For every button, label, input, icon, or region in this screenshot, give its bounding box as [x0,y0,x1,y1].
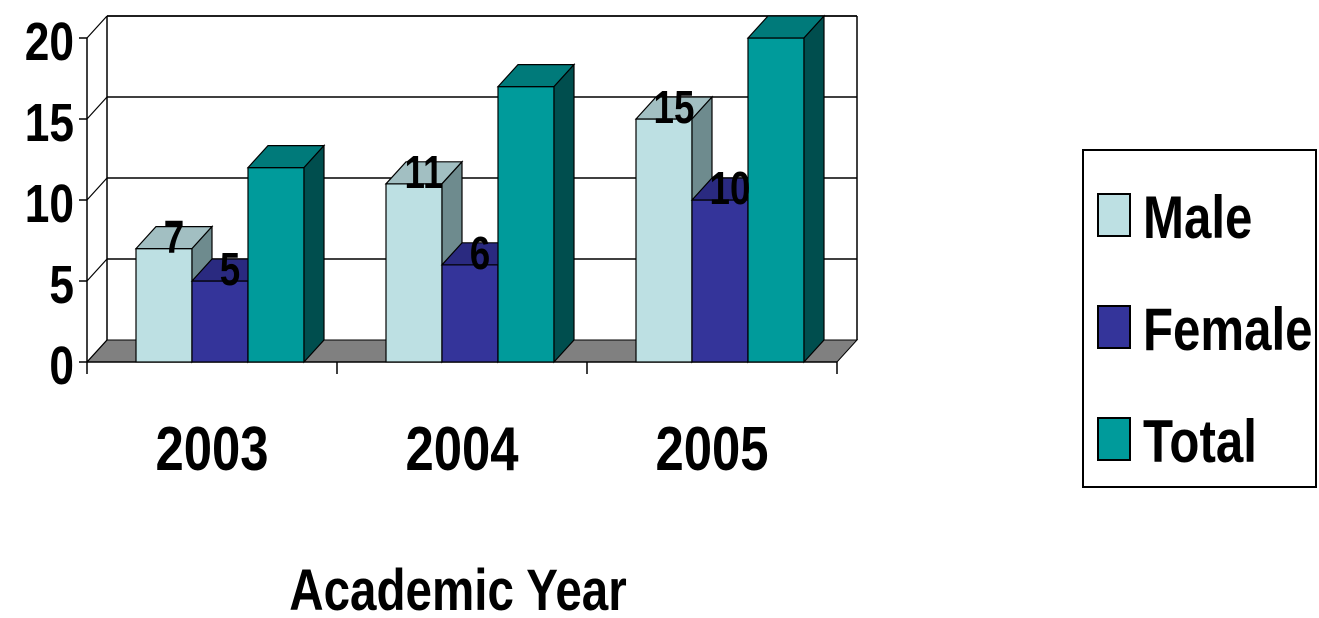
y-tick-label: 0 [49,336,74,396]
data-label: 7 [164,211,184,263]
legend-swatch [1097,305,1131,349]
bar-front [635,118,693,363]
bars [134,14,826,364]
legend-label: Male [1143,183,1252,251]
data-label: 6 [470,227,490,279]
gridline-wall [86,96,108,120]
gridline-wall [86,177,108,201]
bar-front [247,167,305,363]
bar-side [803,14,825,364]
bar [134,225,214,364]
data-label: 11 [405,146,444,198]
legend: Male Female Total [1082,149,1317,488]
bar-side [303,144,325,364]
bar [246,144,326,364]
y-tick-label: 20 [25,12,74,72]
gridline-wall [86,258,108,282]
bar-front [691,199,749,363]
legend-swatch [1097,193,1131,237]
x-axis-title: Academic Year [289,559,626,618]
x-tick-label: 2003 [155,415,268,484]
data-label: 15 [654,81,695,133]
y-tick-labels: 0 5 10 15 20 [25,12,74,396]
y-tick-label: 15 [25,93,74,153]
legend-label: Female [1143,295,1313,363]
gridline-wall [86,15,108,39]
bar-side [553,63,575,364]
bar-front [135,248,193,363]
data-label: 5 [220,243,240,295]
data-labels: 75 11 6 15 10 [164,81,751,295]
legend-swatch [1097,417,1131,461]
bar [496,63,576,364]
bar-front [747,37,805,363]
y-tick-label: 10 [25,174,74,234]
gridline-wall [86,339,108,363]
data-label: 10 [710,162,751,214]
x-tick-label: 2004 [405,415,519,484]
legend-label: Total [1143,407,1257,475]
bar-front [441,264,499,363]
x-tick-labels: 2003 2004 2005 [155,415,768,484]
x-tick-label: 2005 [655,415,768,484]
bar [746,14,826,364]
bar-front [497,85,555,363]
bar-front [385,183,443,363]
y-tick-label: 5 [49,255,74,315]
